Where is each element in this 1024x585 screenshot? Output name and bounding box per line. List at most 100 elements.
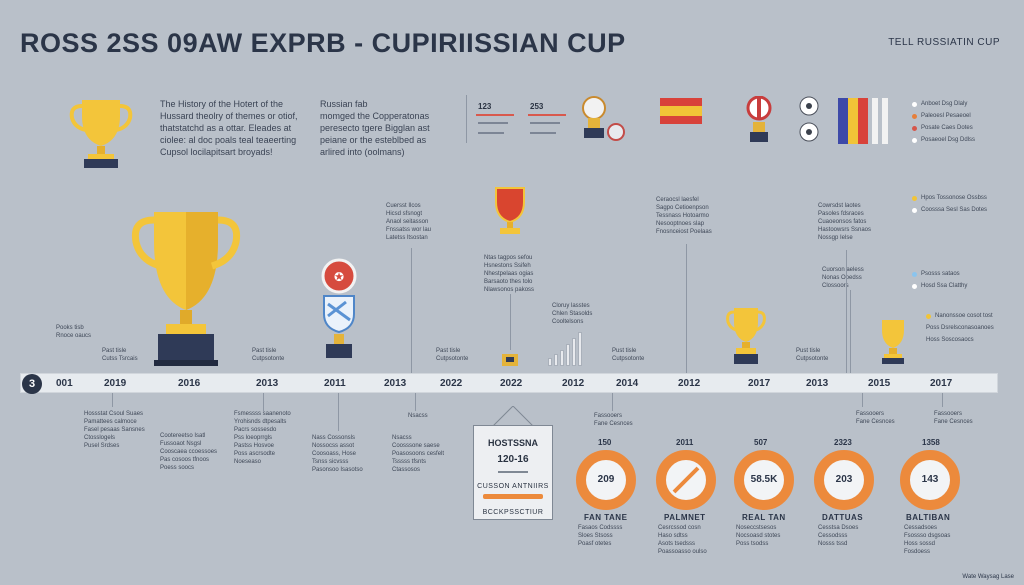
timeline-note: Fassooers Fane Cesnces bbox=[934, 411, 973, 425]
connector bbox=[862, 393, 863, 407]
stat-top: 507 bbox=[754, 438, 768, 447]
timeline-year: 2022 bbox=[440, 378, 463, 389]
timeline-year: 2017 bbox=[748, 378, 771, 389]
stat-notes: Cesstsa Dsoes Cessodsss Nosss tssd bbox=[818, 525, 859, 547]
trophy-icon bbox=[726, 308, 766, 364]
stat-label: PALMNET bbox=[664, 513, 706, 522]
trophy-icon bbox=[69, 100, 133, 168]
card-divider bbox=[498, 471, 528, 473]
connector bbox=[338, 393, 339, 431]
timeline-note: Pust tisle Cutpsotonte bbox=[612, 348, 645, 362]
timeline-note: Ceraocsl laesfel Sagpo Cetioenpson Tessnas… bbox=[656, 197, 712, 235]
stat-line bbox=[530, 122, 560, 124]
timeline-year: 2016 bbox=[178, 378, 201, 389]
timeline-note: Ntas tagpos sefou Hsnestons Ssifeh Nhestpe… bbox=[484, 255, 535, 293]
stat-a: 123 bbox=[478, 102, 492, 111]
info-card: HOSTSSNA 120-16 CUSSON ANTNIIRS BCCKPSSC… bbox=[473, 425, 553, 520]
legend-last: Nanonssoe cosot tost Poss Dsrelsconasoan… bbox=[926, 313, 994, 343]
timeline-note: Nsacss Coosssone saese Poasosoons cesfelt T… bbox=[392, 435, 445, 473]
intro-left-text: The History of the Hotert of the Hussard … bbox=[160, 99, 298, 157]
connector bbox=[112, 393, 113, 407]
badge-icon bbox=[746, 96, 772, 142]
connector bbox=[510, 294, 511, 350]
connector bbox=[415, 393, 416, 411]
stat-line bbox=[478, 132, 504, 134]
timeline-note: Past tisle Cutpsotonte bbox=[252, 348, 285, 362]
stat-label: BALTIBAN bbox=[906, 513, 951, 522]
timeline-note: Past tisle Cutpsotonte bbox=[436, 348, 469, 362]
stat-notes: Noseccstsesos Nocsoasd stotes Poss tsodss bbox=[736, 525, 781, 547]
header-right-label: TELL RUSSIATIN CUP bbox=[888, 37, 1000, 48]
timeline-year: 2013 bbox=[256, 378, 279, 389]
trophy-icon bbox=[882, 320, 904, 364]
flag-icon bbox=[838, 98, 888, 144]
footer-credit: Wate Waysag Lase bbox=[962, 574, 1014, 580]
stat-donut: 203 bbox=[814, 450, 874, 510]
stat-top: 1358 bbox=[922, 438, 940, 447]
stat-bar-a bbox=[476, 114, 514, 116]
stat-notes: Fasaos Codssss Sloes Stsoss Poasf otetes bbox=[578, 525, 623, 547]
badge-icon: ✪ bbox=[321, 258, 357, 358]
legend-top: Anboet Dsg Dlaly Paleoesl Pesaeoel Posat… bbox=[912, 98, 1012, 146]
timeline-year: 2019 bbox=[104, 378, 127, 389]
timeline-note: Fassooers Fane Cesnces bbox=[856, 411, 895, 425]
timeline-year: 2017 bbox=[930, 378, 953, 389]
card-pointer bbox=[492, 406, 534, 427]
timeline-note: Fsmessss saanenoto Yrohisnds dtpesalts Pac… bbox=[234, 411, 291, 465]
football-icon bbox=[799, 96, 819, 142]
connector bbox=[850, 290, 851, 373]
badge-icon bbox=[582, 96, 625, 141]
timeline-year: 2012 bbox=[562, 378, 585, 389]
timeline-note: Past tisle Cutss Tsrcais bbox=[102, 348, 138, 362]
stat-label: REAL TAN bbox=[742, 513, 786, 522]
connector bbox=[612, 393, 613, 411]
card-title: HOSTSSNA bbox=[487, 438, 538, 448]
card-bar bbox=[483, 494, 543, 499]
connector bbox=[411, 248, 412, 373]
stat-top: 2323 bbox=[834, 438, 852, 447]
card-value: 120-16 bbox=[497, 454, 529, 465]
legend-mid: Hpos Tossonose Ossbss Coosssa Sesl Sas D… bbox=[912, 192, 1022, 216]
connector bbox=[686, 244, 687, 373]
stat-bar-b bbox=[528, 114, 566, 116]
stat-label: DATTUAS bbox=[822, 513, 864, 522]
timeline-note: Pust tisle Cutpsotonte bbox=[796, 348, 829, 362]
timeline-year: 2022 bbox=[500, 378, 523, 389]
svg-text:✪: ✪ bbox=[334, 270, 344, 284]
no-entry-icon bbox=[672, 466, 700, 494]
timeline-note: Cloruy lasstes Chlen Stasolds Cooltelsons bbox=[552, 303, 593, 325]
trophy-icon bbox=[495, 187, 525, 234]
stat-notes: Cessadsoes Fsossso dsgsoas Hoss sossd Fosdo… bbox=[904, 525, 951, 555]
timeline-start-marker: 3 bbox=[22, 374, 42, 394]
timeline-year: 2013 bbox=[384, 378, 407, 389]
timeline-note: Cuorson aeless Nonas Ooedss Clossoors bbox=[822, 267, 864, 289]
timeline-note: Hossstat Csoul Suaes Pamattees calmoce Fas… bbox=[84, 411, 145, 449]
timeline-note: Cowrsdst laotes Pasoles fdsraces Cuaoeonso… bbox=[818, 203, 872, 241]
connector bbox=[942, 393, 943, 407]
timeline-year: 001 bbox=[56, 378, 73, 389]
stat-label: FAN TANE bbox=[584, 513, 628, 522]
card-footer: BCCKPSSCTIUR bbox=[482, 509, 544, 516]
timeline-year: 2011 bbox=[324, 378, 346, 389]
intro-right-text: Russian fab momged the Copperatonas perese… bbox=[320, 99, 430, 157]
stat-top: 2011 bbox=[676, 438, 694, 447]
timeline-year: 2013 bbox=[806, 378, 829, 389]
timeline-note: Fassooers Fane Cesnces bbox=[594, 413, 633, 427]
stat-notes: Cesrcssod cosn Haso sdtss Asots tsedsss Poa… bbox=[658, 525, 707, 555]
stat-donut: 143 bbox=[900, 450, 960, 510]
timeline-bar bbox=[20, 373, 998, 393]
card-subtitle: CUSSON ANTNIIRS bbox=[477, 483, 549, 490]
connector bbox=[846, 250, 847, 373]
stat-line bbox=[530, 132, 556, 134]
timeline-year: 2015 bbox=[868, 378, 891, 389]
timeline-note: Nass Cossonsls Nossocss assot Coosoass, Ho… bbox=[312, 435, 363, 473]
timeline-year: 2012 bbox=[678, 378, 701, 389]
legend-low: Psosss sataos Hosd Ssa Clatthy bbox=[912, 268, 1012, 292]
timeline-note: Pooks tisb Rnoce oaucs bbox=[56, 325, 92, 339]
timeline-note: Nsacss bbox=[408, 413, 428, 419]
stat-b: 253 bbox=[530, 102, 544, 111]
stat-donut: 209 bbox=[576, 450, 636, 510]
bar-chart-icon bbox=[548, 330, 590, 366]
page-title: ROSS 2SS 09AW EXPRB - CUPIRIISSIAN CUP bbox=[20, 28, 626, 58]
stat-top: 150 bbox=[598, 438, 612, 447]
